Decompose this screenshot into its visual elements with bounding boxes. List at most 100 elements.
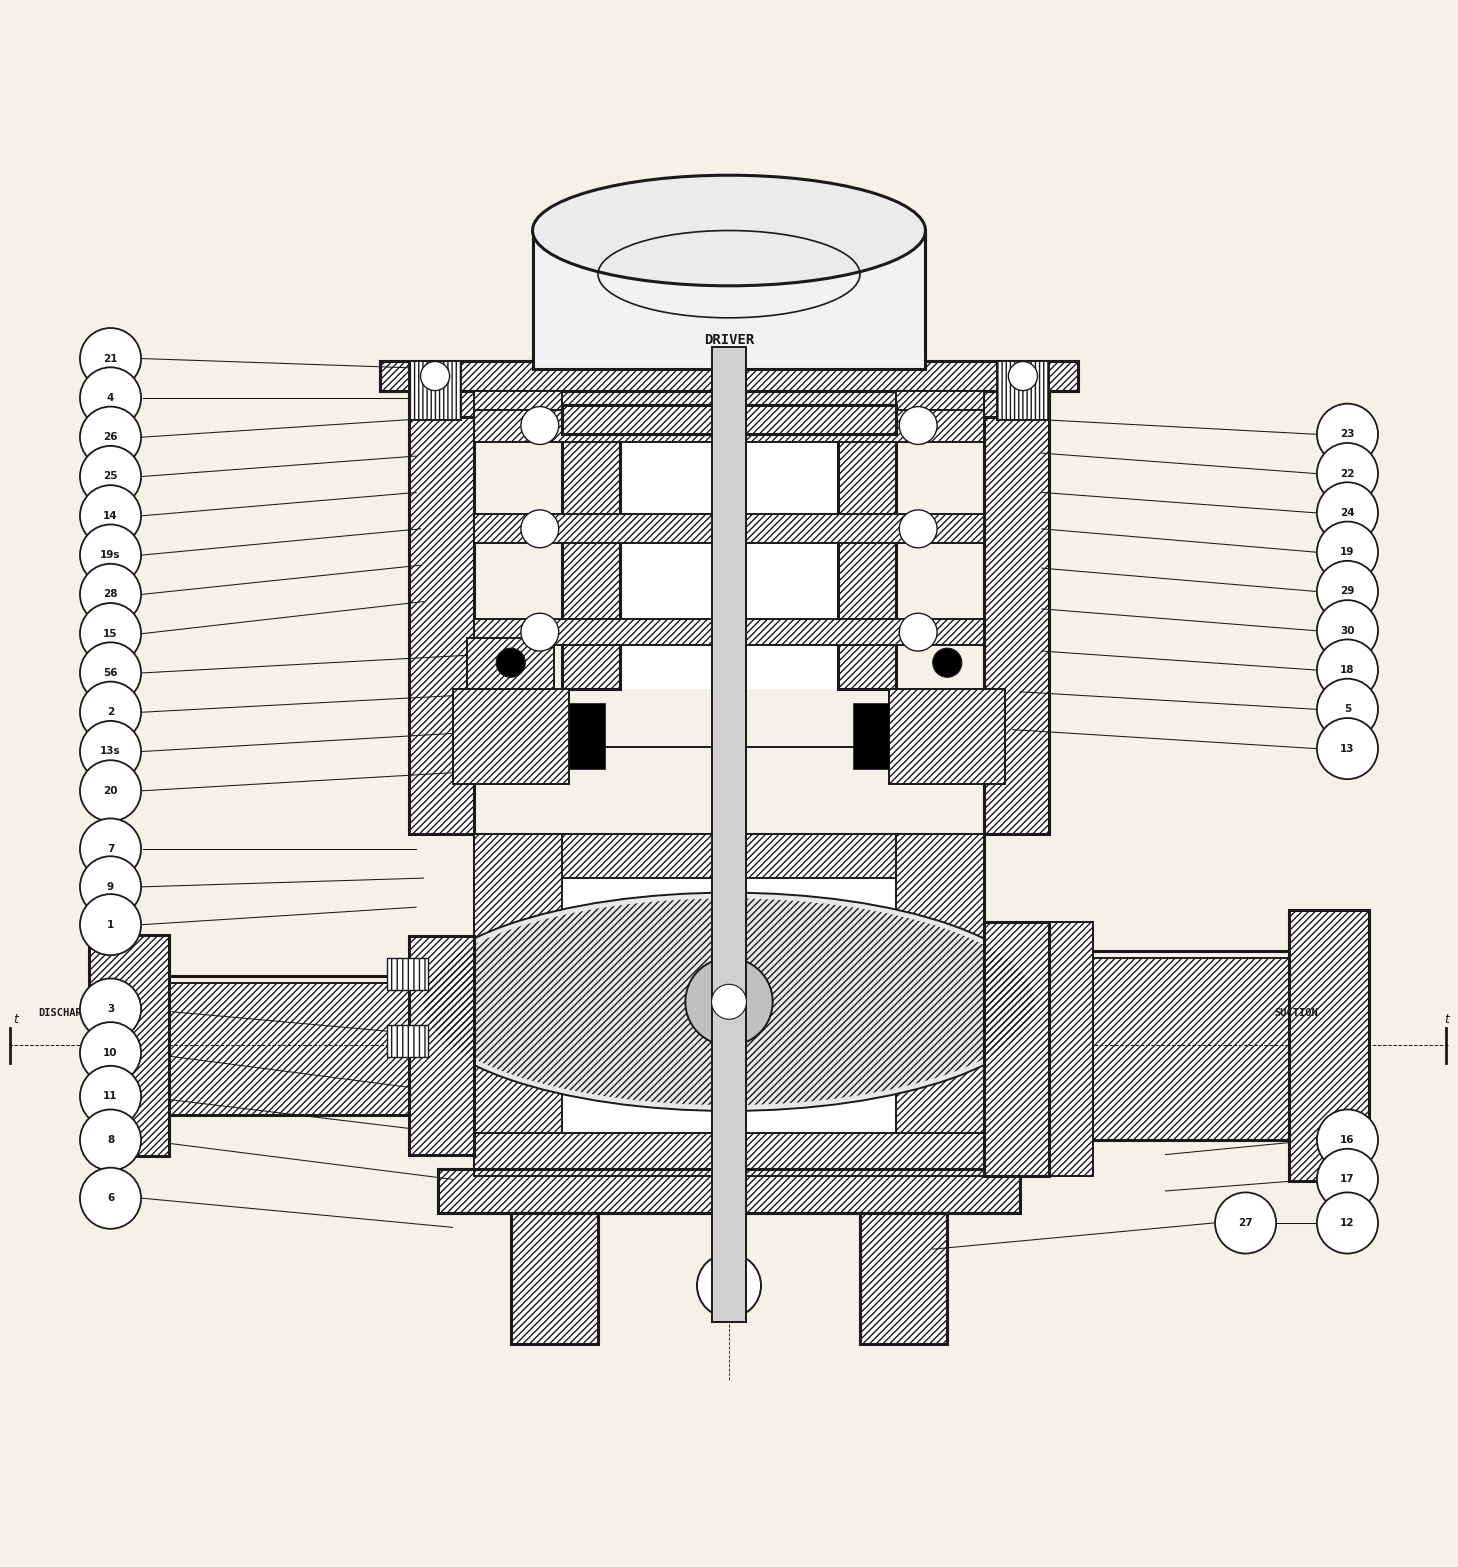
Circle shape	[1317, 1192, 1378, 1254]
Circle shape	[1317, 561, 1378, 622]
Bar	[452, 689, 569, 784]
Bar	[474, 1133, 984, 1177]
Bar	[838, 406, 897, 689]
Text: 12: 12	[1340, 1218, 1354, 1229]
Circle shape	[496, 649, 525, 677]
Circle shape	[80, 856, 141, 917]
Bar	[897, 835, 984, 1155]
Bar	[474, 835, 984, 878]
Bar	[386, 957, 427, 990]
Bar	[620, 406, 838, 689]
Circle shape	[1317, 600, 1378, 661]
Bar	[386, 1025, 427, 1058]
Circle shape	[1317, 718, 1378, 779]
Circle shape	[80, 564, 141, 625]
Text: 25: 25	[104, 472, 118, 481]
Circle shape	[1317, 1149, 1378, 1210]
Bar	[561, 406, 897, 434]
Circle shape	[80, 1167, 141, 1229]
Circle shape	[80, 406, 141, 467]
Bar	[561, 406, 620, 689]
Text: 1: 1	[106, 920, 114, 929]
Text: 5: 5	[1344, 704, 1352, 715]
Circle shape	[1317, 1109, 1378, 1171]
Bar	[408, 362, 461, 420]
Circle shape	[521, 406, 558, 445]
Text: 15: 15	[104, 628, 118, 639]
Text: DISCHARGE: DISCHARGE	[38, 1009, 93, 1019]
Text: 4: 4	[106, 393, 114, 403]
Circle shape	[80, 642, 141, 704]
Text: 28: 28	[104, 589, 118, 599]
Text: 8: 8	[106, 1135, 114, 1145]
Circle shape	[1009, 362, 1038, 390]
Circle shape	[80, 486, 141, 547]
Bar	[474, 619, 984, 646]
Bar	[510, 1213, 598, 1344]
Text: 2: 2	[106, 707, 114, 718]
Circle shape	[1317, 679, 1378, 740]
Bar	[408, 937, 474, 1155]
Circle shape	[900, 406, 937, 445]
Circle shape	[80, 603, 141, 664]
Text: DRIVER: DRIVER	[704, 332, 754, 346]
Bar	[984, 390, 1050, 835]
Circle shape	[1317, 404, 1378, 465]
Bar	[408, 390, 1050, 417]
Text: 17: 17	[1340, 1174, 1354, 1185]
Text: 18: 18	[1340, 664, 1354, 675]
Circle shape	[80, 682, 141, 743]
Circle shape	[80, 525, 141, 586]
Text: 27: 27	[1238, 1218, 1252, 1229]
Text: 9: 9	[106, 882, 114, 892]
Text: 10: 10	[104, 1048, 118, 1058]
Text: 20: 20	[104, 785, 118, 796]
Bar	[474, 409, 984, 442]
Bar	[474, 835, 561, 1155]
Circle shape	[80, 818, 141, 879]
Bar	[889, 689, 1006, 784]
Circle shape	[80, 978, 141, 1039]
Circle shape	[685, 957, 773, 1045]
Circle shape	[1317, 522, 1378, 583]
Circle shape	[420, 362, 449, 390]
Bar	[984, 921, 1050, 1177]
Circle shape	[80, 367, 141, 428]
Text: 19: 19	[1340, 547, 1354, 558]
Text: 23: 23	[1340, 429, 1354, 439]
Text: SUCTION: SUCTION	[1274, 1009, 1318, 1019]
Text: 16: 16	[1340, 1135, 1354, 1145]
Bar	[474, 390, 561, 417]
Text: 11: 11	[104, 1091, 118, 1102]
Circle shape	[80, 1066, 141, 1127]
Bar	[1013, 921, 1094, 1177]
Circle shape	[1215, 1192, 1276, 1254]
Ellipse shape	[416, 893, 1042, 1111]
Bar	[712, 346, 746, 1323]
Bar	[89, 935, 169, 1156]
Bar	[474, 835, 984, 1177]
Text: 26: 26	[104, 432, 118, 442]
Bar	[1289, 910, 1369, 1182]
Bar	[569, 704, 605, 769]
Text: 30: 30	[1340, 625, 1354, 636]
Circle shape	[521, 509, 558, 548]
Text: 22: 22	[1340, 469, 1354, 478]
Text: 21: 21	[104, 354, 118, 364]
Text: 29: 29	[1340, 586, 1354, 597]
Ellipse shape	[532, 176, 926, 285]
Bar	[1028, 957, 1289, 1141]
Circle shape	[80, 447, 141, 508]
Circle shape	[900, 613, 937, 650]
Text: 13s: 13s	[101, 746, 121, 757]
Bar	[853, 704, 889, 769]
Bar	[860, 1213, 948, 1344]
Circle shape	[80, 895, 141, 956]
Bar	[997, 362, 1050, 420]
Bar	[474, 514, 984, 544]
Text: 3: 3	[106, 1004, 114, 1014]
Text: 7: 7	[106, 845, 114, 854]
Bar	[408, 390, 474, 835]
Text: t: t	[1443, 1012, 1449, 1026]
Text: 6: 6	[106, 1192, 114, 1203]
